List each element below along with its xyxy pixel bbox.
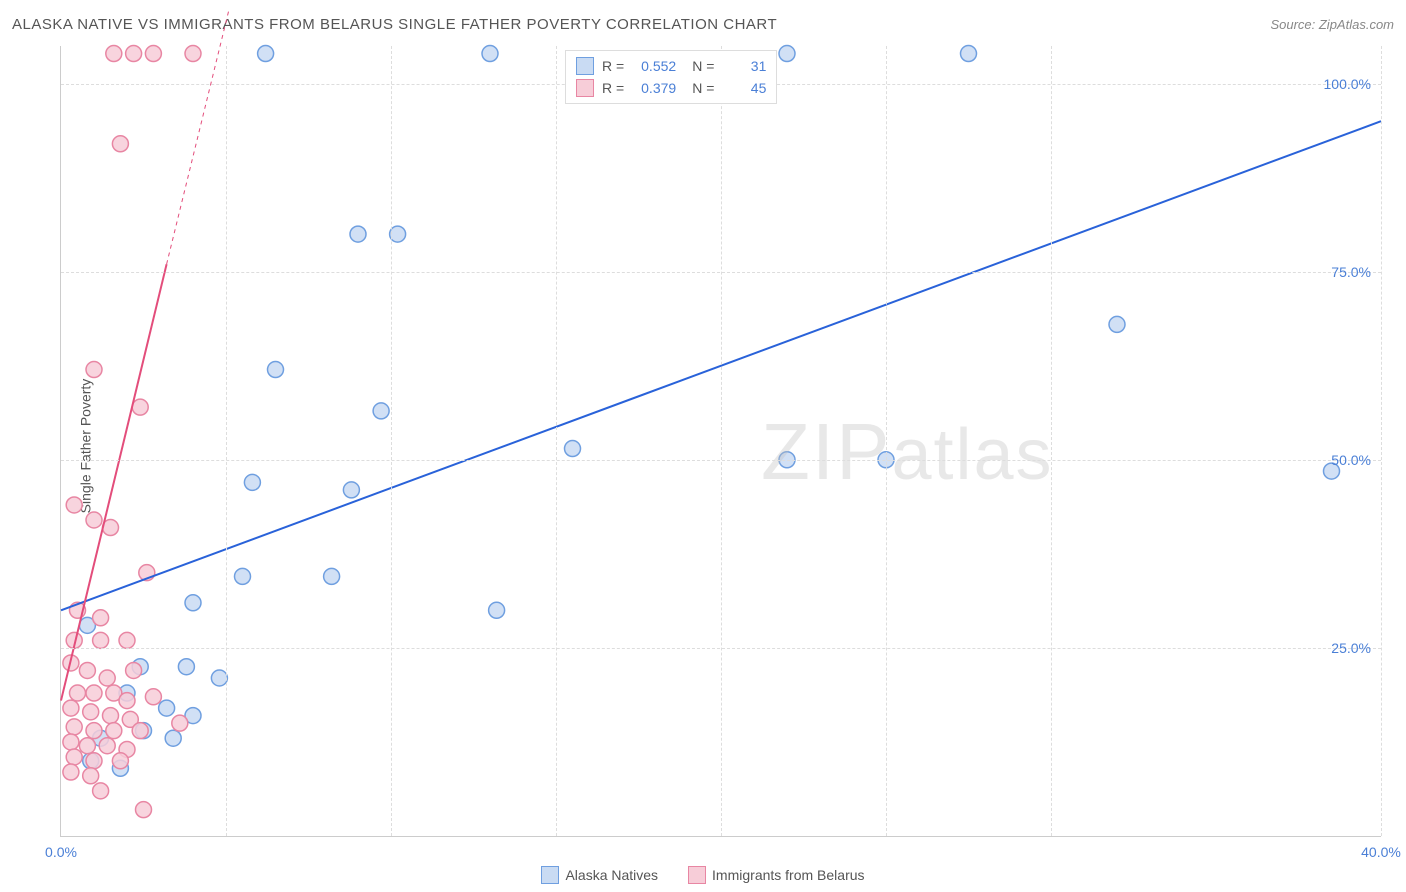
data-point <box>185 595 201 611</box>
data-point <box>66 719 82 735</box>
legend-item: Alaska Natives <box>541 866 658 884</box>
gridline-vertical <box>226 46 227 836</box>
data-point <box>482 46 498 62</box>
data-point <box>165 730 181 746</box>
data-point <box>489 602 505 618</box>
legend-label: Immigrants from Belarus <box>712 867 864 883</box>
stats-row: R = 0.379 N = 45 <box>576 77 766 99</box>
data-point <box>350 226 366 242</box>
trend-line <box>61 264 167 700</box>
data-point <box>86 723 102 739</box>
x-tick-label: 40.0% <box>1361 844 1401 860</box>
data-point <box>93 632 109 648</box>
data-point <box>99 670 115 686</box>
legend-item: Immigrants from Belarus <box>688 866 864 884</box>
data-point <box>70 685 86 701</box>
data-point <box>106 723 122 739</box>
data-point <box>172 715 188 731</box>
data-point <box>343 482 359 498</box>
legend-swatch <box>576 79 594 97</box>
stat-n-label: N = <box>692 77 714 99</box>
data-point <box>565 441 581 457</box>
plot-area: ZIPatlas 25.0%50.0%75.0%100.0%0.0%40.0% <box>60 46 1381 837</box>
stat-n-label: N = <box>692 55 714 77</box>
data-point <box>185 46 201 62</box>
data-point <box>86 685 102 701</box>
data-point <box>268 362 284 378</box>
data-point <box>961 46 977 62</box>
data-point <box>86 362 102 378</box>
gridline-vertical <box>886 46 887 836</box>
data-point <box>145 689 161 705</box>
data-point <box>258 46 274 62</box>
stat-r-label: R = <box>602 77 624 99</box>
data-point <box>86 753 102 769</box>
data-point <box>103 708 119 724</box>
bottom-legend: Alaska Natives Immigrants from Belarus <box>0 866 1406 884</box>
data-point <box>112 136 128 152</box>
stats-legend-box: R = 0.552 N = 31 R = 0.379 N = 45 <box>565 50 777 104</box>
data-point <box>126 46 142 62</box>
data-point <box>93 610 109 626</box>
data-point <box>159 700 175 716</box>
data-point <box>119 632 135 648</box>
stats-row: R = 0.552 N = 31 <box>576 55 766 77</box>
legend-swatch <box>576 57 594 75</box>
legend-label: Alaska Natives <box>565 867 658 883</box>
data-point <box>132 399 148 415</box>
data-point <box>244 474 260 490</box>
chart-title: ALASKA NATIVE VS IMMIGRANTS FROM BELARUS… <box>12 16 777 33</box>
data-point <box>83 704 99 720</box>
gridline-vertical <box>1051 46 1052 836</box>
data-point <box>145 46 161 62</box>
gridline-vertical <box>556 46 557 836</box>
stat-r-value: 0.552 <box>632 55 676 77</box>
data-point <box>79 662 95 678</box>
data-point <box>373 403 389 419</box>
data-point <box>63 734 79 750</box>
legend-swatch <box>688 866 706 884</box>
y-tick-label: 100.0% <box>1324 76 1371 92</box>
data-point <box>126 662 142 678</box>
data-point <box>86 512 102 528</box>
data-point <box>63 764 79 780</box>
data-point <box>112 753 128 769</box>
stat-n-value: 31 <box>722 55 766 77</box>
legend-swatch <box>541 866 559 884</box>
data-point <box>66 497 82 513</box>
data-point <box>93 783 109 799</box>
y-tick-label: 25.0% <box>1331 640 1371 656</box>
gridline-vertical <box>721 46 722 836</box>
data-point <box>132 723 148 739</box>
data-point <box>779 46 795 62</box>
stat-r-label: R = <box>602 55 624 77</box>
data-point <box>324 568 340 584</box>
data-point <box>211 670 227 686</box>
y-tick-label: 50.0% <box>1331 452 1371 468</box>
data-point <box>63 700 79 716</box>
source-label: Source: ZipAtlas.com <box>1270 17 1394 32</box>
stat-n-value: 45 <box>722 77 766 99</box>
gridline-vertical <box>1381 46 1382 836</box>
data-point <box>136 802 152 818</box>
data-point <box>178 659 194 675</box>
stat-r-value: 0.379 <box>632 77 676 99</box>
data-point <box>235 568 251 584</box>
data-point <box>66 749 82 765</box>
data-point <box>119 693 135 709</box>
y-tick-label: 75.0% <box>1331 264 1371 280</box>
data-point <box>79 738 95 754</box>
data-point <box>1109 316 1125 332</box>
x-tick-label: 0.0% <box>45 844 77 860</box>
gridline-vertical <box>391 46 392 836</box>
data-point <box>99 738 115 754</box>
data-point <box>106 46 122 62</box>
data-point <box>390 226 406 242</box>
data-point <box>83 768 99 784</box>
